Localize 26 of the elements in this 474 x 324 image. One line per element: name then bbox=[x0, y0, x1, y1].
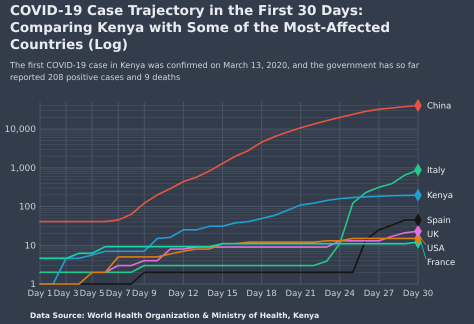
series-label: UK bbox=[427, 230, 440, 240]
chart-subtitle: The first COVID-19 case in Kenya was confirmed on March 13, 2020, and the government has so far reported 208 positive cases and 9 deaths bbox=[9, 60, 420, 82]
x-tick-label: Day 12 bbox=[168, 289, 199, 299]
x-tick-label: Day 5 bbox=[80, 289, 105, 299]
chart-title: COVID-19 Case Trajectory in the First 30 Days: Comparing Kenya with Some of the Most-Affected Countries (Log) bbox=[10, 3, 390, 53]
legend-label: France bbox=[427, 258, 456, 268]
y-tick-label: 100 bbox=[18, 202, 36, 213]
x-tick-label: Day 18 bbox=[246, 289, 277, 299]
x-tick-label: Day 30 bbox=[402, 289, 434, 299]
x-tick-label: Day 1 bbox=[28, 289, 52, 299]
series-label: Italy bbox=[427, 166, 446, 176]
x-tick-label: Day 27 bbox=[364, 289, 394, 299]
x-tick-label: Day 7 bbox=[106, 289, 131, 299]
x-tick-label: Day 3 bbox=[54, 289, 79, 299]
series-label: Kenya bbox=[427, 191, 454, 202]
x-tick-label: Day 21 bbox=[286, 289, 316, 299]
legend-label: USA bbox=[427, 244, 445, 254]
series-label: Spain bbox=[427, 216, 451, 226]
y-tick-label: 1,000 bbox=[10, 164, 36, 174]
x-tick-label: Day 15 bbox=[207, 289, 238, 299]
y-tick-label: 1 bbox=[30, 280, 36, 290]
y-tick-label: 10 bbox=[24, 241, 36, 252]
y-tick-label: 10,000 bbox=[4, 125, 36, 136]
series-label: China bbox=[427, 101, 452, 112]
x-tick-label: Day 9 bbox=[132, 289, 157, 299]
x-tick-label: Day 24 bbox=[324, 289, 355, 299]
